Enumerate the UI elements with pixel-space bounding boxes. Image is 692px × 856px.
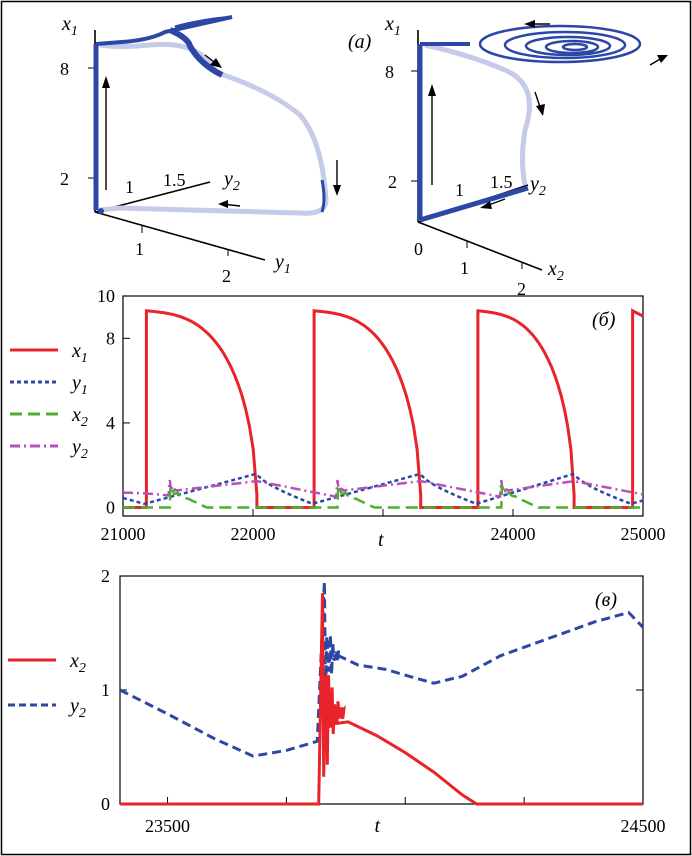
a-left-trajectory-blue xyxy=(168,27,224,78)
b-legend-x1-label: x1 xyxy=(71,340,88,366)
a-right-arrow-down-head xyxy=(536,104,545,116)
a-left-y2-label: y2 xyxy=(222,168,240,194)
b-legend-y2-label: y2 xyxy=(70,436,88,462)
b-ytick-label: 4 xyxy=(106,413,115,433)
b-ytick-label: 0 xyxy=(106,498,115,518)
c-xtick-label: 23500 xyxy=(145,816,190,836)
c-ytick-label: 0 xyxy=(101,794,110,814)
a-left-y1-tick-2: 2 xyxy=(222,266,231,286)
a-left-x1-label: x1 xyxy=(61,13,78,39)
a-right-trajectory-blue xyxy=(419,185,529,223)
a-right-trajectory-pale xyxy=(424,42,532,186)
c-legend-y2-label: y2 xyxy=(68,695,86,721)
c-ytick-label: 2 xyxy=(101,566,110,586)
a-right-x2-label: x2 xyxy=(547,258,564,284)
a-left-arrow-down-head xyxy=(333,185,341,196)
a-left-tick-2: 2 xyxy=(60,169,69,189)
a-right-x2-tick-1: 1 xyxy=(460,258,469,278)
b-ticks: 21000 22000 24000 25000 0 4 8 10 xyxy=(97,286,666,544)
panel-a-right: x1 8 2 0 1 2 x2 1 1.5 y2 xyxy=(384,13,668,299)
c-xlabel: t xyxy=(374,815,380,837)
a-left-y2-tick-15: 1.5 xyxy=(163,170,186,190)
b-xtick-label: 21000 xyxy=(101,524,146,544)
a-right-y2-tick-1: 1 xyxy=(455,180,464,200)
a-left-arrow-diag-head xyxy=(210,58,222,68)
b-ytick-label: 10 xyxy=(97,286,115,306)
b-series-x1 xyxy=(123,308,644,510)
a-right-x2-tick-2: 2 xyxy=(517,279,526,299)
c-title: (в) xyxy=(595,589,617,611)
panel-a-title: (a) xyxy=(348,31,372,53)
b-xtick-label: 24000 xyxy=(491,524,536,544)
a-right-arrow-top-head xyxy=(524,20,535,28)
a-right-arrow-left-head xyxy=(480,201,492,209)
a-left-arrow-left-head xyxy=(218,200,228,208)
b-xtick-label: 22000 xyxy=(231,524,276,544)
b-title: (б) xyxy=(592,309,616,331)
a-left-tick-8: 8 xyxy=(60,59,69,79)
c-series-y2 xyxy=(119,581,645,758)
b-legend-x1: x1 xyxy=(10,340,88,366)
a-right-x1-label: x1 xyxy=(384,13,401,39)
a-right-arrow-up-head xyxy=(428,84,436,96)
a-right-y2-label: y2 xyxy=(528,173,546,199)
a-left-trajectory-blue xyxy=(174,15,233,29)
panel-c: 23500 t 24500 0 1 2 (в) x2 y2 xyxy=(8,566,666,837)
b-xlabel: t xyxy=(378,529,384,551)
a-left-y1-tick-1: 1 xyxy=(135,239,144,259)
a-right-tick-8: 8 xyxy=(385,62,394,82)
b-legend-y1-label: y1 xyxy=(70,372,88,398)
c-legend-x2: x2 xyxy=(8,650,86,676)
c-ytick-label: 1 xyxy=(101,680,110,700)
c-ticks: 23500 t 24500 0 1 2 xyxy=(101,566,666,837)
panel-b: 21000 22000 24000 25000 0 4 8 10 (б) t x1 y1 x2… xyxy=(10,286,666,551)
panel-a-left: x1 8 2 1 2 y1 1 1.5 y2 xyxy=(60,13,341,286)
b-legend-x2-label: x2 xyxy=(71,404,88,430)
b-series-y1 xyxy=(122,472,644,506)
b-xtick-label: 25000 xyxy=(621,524,666,544)
c-legend-x2-label: x2 xyxy=(69,650,86,676)
b-legend-y1: y1 xyxy=(10,372,88,398)
b-legend-y2: y2 xyxy=(10,436,88,462)
b-curves xyxy=(122,308,644,510)
c-series-x2 xyxy=(120,593,643,806)
b-legend-x2: x2 xyxy=(10,404,88,430)
b-ytick-label: 8 xyxy=(106,328,115,348)
a-right-arrow-right-head xyxy=(657,55,668,63)
a-left-y1-axis xyxy=(94,211,266,261)
c-legend-y2: y2 xyxy=(8,695,86,721)
a-right-spiral xyxy=(478,24,642,64)
c-curves xyxy=(119,581,645,806)
a-left-trajectory-blue xyxy=(320,179,326,213)
c-legend: x2 y2 xyxy=(8,650,86,721)
a-left-y2-tick-1: 1 xyxy=(125,177,134,197)
a-left-y1-label: y1 xyxy=(273,251,291,277)
c-xtick-label: 24500 xyxy=(621,816,666,836)
a-right-tick-2: 2 xyxy=(388,172,397,192)
a-left-origin-dot xyxy=(98,208,104,214)
a-left-arrow-up-head xyxy=(102,76,110,88)
b-legend: x1 y1 x2 y2 xyxy=(10,340,88,462)
a-left-trajectory-blue xyxy=(95,15,233,46)
a-right-y2-tick-15: 1.5 xyxy=(490,172,513,192)
b-series-y2 xyxy=(123,479,644,499)
a-right-x2-tick-0: 0 xyxy=(414,239,423,259)
b-series-x2 xyxy=(123,482,643,509)
a-right-x2-axis xyxy=(417,221,543,271)
